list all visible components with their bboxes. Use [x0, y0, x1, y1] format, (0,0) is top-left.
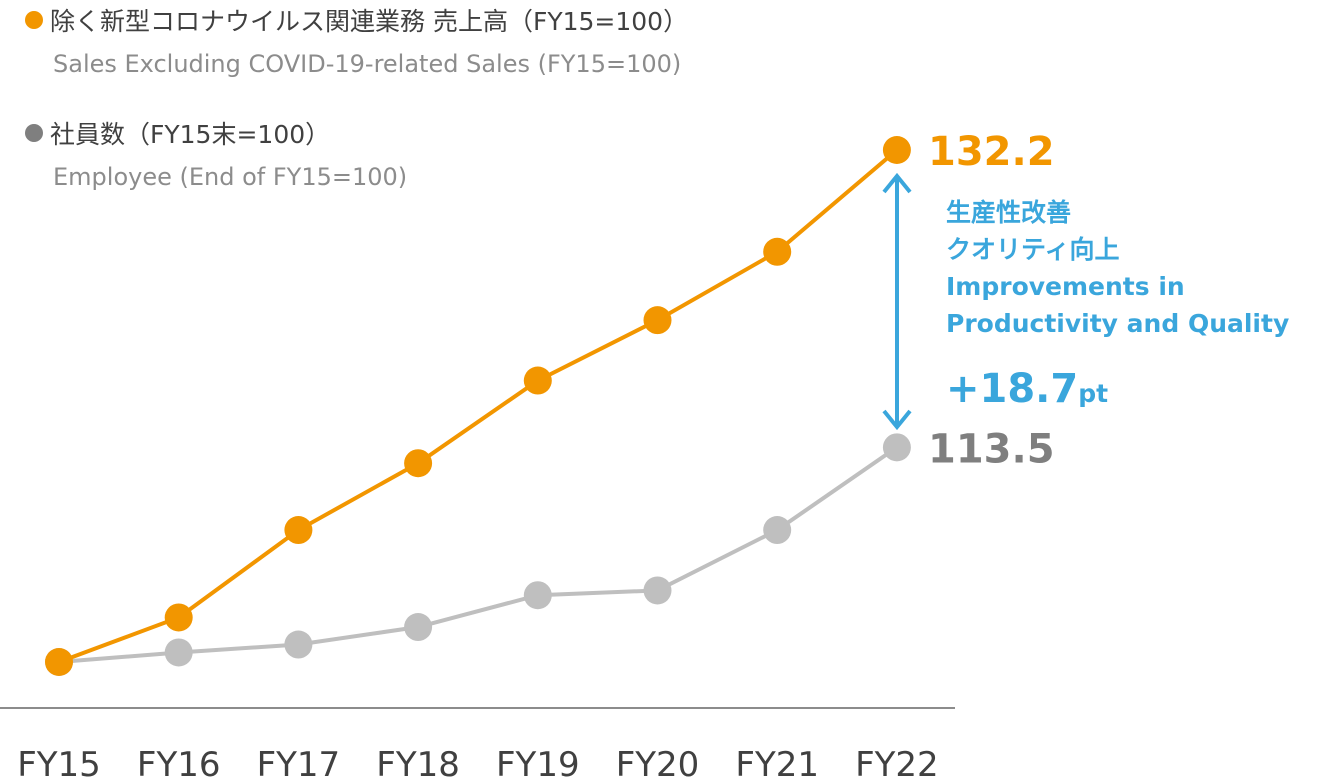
data-point	[523, 581, 552, 610]
x-tick-label: FY16	[137, 745, 221, 780]
data-point	[523, 366, 552, 395]
data-label: 132.2	[928, 129, 1055, 175]
arrow-head	[882, 172, 912, 194]
annotation-text: Improvements in	[946, 272, 1185, 301]
data-point	[882, 136, 911, 164]
difference-value: +18.7	[946, 366, 1078, 412]
data-point	[763, 516, 792, 545]
legend-label-en: Sales Excluding COVID-19-related Sales (…	[53, 50, 681, 78]
legend-dot	[25, 124, 43, 142]
legend-label: 除く新型コロナウイルス関連業務 売上高（FY15=100）	[50, 7, 688, 36]
series-line	[58, 148, 899, 664]
x-tick-label: FY19	[496, 745, 580, 780]
x-tick-label: FY22	[855, 745, 939, 780]
data-point	[882, 433, 911, 462]
x-tick-label: FY21	[735, 745, 819, 780]
data-point	[643, 576, 672, 605]
data-point	[45, 648, 73, 676]
x-tick-label: FY18	[376, 745, 460, 780]
data-point	[284, 630, 313, 659]
data-point	[404, 449, 433, 478]
data-point	[763, 237, 792, 266]
x-tick-label: FY20	[616, 745, 700, 780]
x-tick-label: FY15	[17, 745, 101, 780]
series-line	[58, 445, 899, 664]
data-point	[643, 306, 672, 335]
data-point	[164, 638, 193, 667]
data-label: 113.5	[928, 426, 1055, 472]
annotation-text: Productivity and Quality	[946, 309, 1289, 338]
data-point	[404, 613, 433, 642]
legend-label: 社員数（FY15末=100）	[50, 120, 330, 149]
arrow-head	[882, 409, 912, 431]
annotation-text: 生産性改善	[946, 198, 1071, 227]
annotation-text: クオリティ向上	[946, 235, 1120, 264]
x-tick-label: FY17	[257, 745, 341, 780]
legend-label-en: Employee (End of FY15=100)	[53, 163, 407, 191]
difference-unit: pt	[1078, 379, 1108, 408]
legend-dot	[25, 11, 43, 29]
difference-label: +18.7pt	[946, 366, 1108, 412]
data-point	[164, 603, 193, 632]
data-point	[284, 516, 313, 545]
